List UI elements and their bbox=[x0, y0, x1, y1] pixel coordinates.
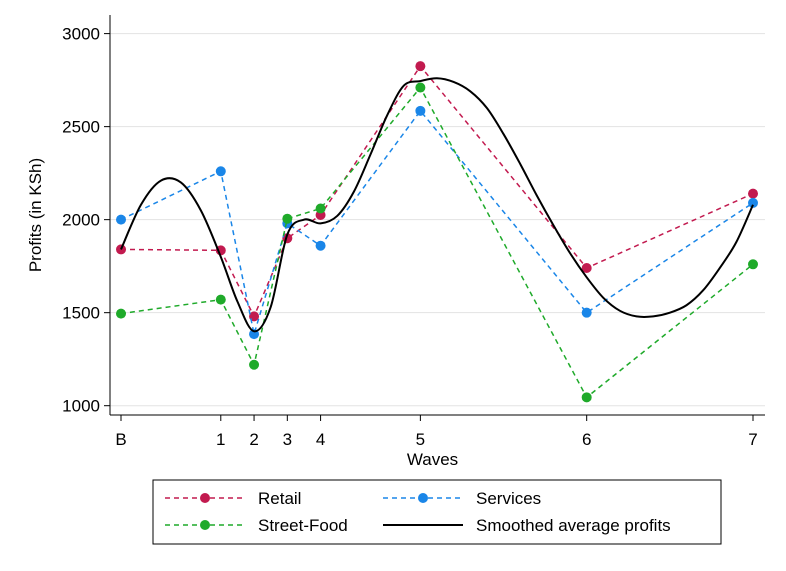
data-point-7 bbox=[748, 259, 758, 270]
data-point-0 bbox=[116, 308, 126, 319]
x-axis-title: Waves bbox=[407, 450, 458, 469]
data-point-4 bbox=[315, 240, 326, 251]
x-tick-label-5: 5 bbox=[416, 430, 425, 449]
data-point-6 bbox=[581, 263, 592, 274]
legend-item-services: Services bbox=[383, 489, 541, 508]
legend-label: Street-Food bbox=[258, 516, 348, 535]
axis-labels: 1000 1500 2000 2500 3000 B 1 2 3 4 5 6 7 Waves Profits… bbox=[26, 25, 758, 469]
data-point-7 bbox=[748, 188, 758, 199]
legend-item-street-food: Street-Food bbox=[165, 516, 348, 535]
series-services bbox=[116, 105, 758, 340]
x-tick-label-1: 1 bbox=[216, 430, 225, 449]
legend-box bbox=[152, 479, 722, 545]
data-point-1 bbox=[215, 294, 226, 305]
legend-label: Services bbox=[476, 489, 541, 508]
data-point-3 bbox=[282, 213, 293, 224]
legend-label: Retail bbox=[258, 489, 301, 508]
data-point-6 bbox=[581, 307, 592, 318]
series-line bbox=[120, 109, 754, 335]
data-point-0 bbox=[116, 214, 126, 225]
data-point-6 bbox=[581, 392, 592, 403]
x-tick-label-6: 6 bbox=[582, 430, 591, 449]
y-tick-label-2500: 2500 bbox=[62, 118, 100, 137]
y-tick-label-2000: 2000 bbox=[62, 211, 100, 230]
legend: Retail Services Street-Food Smoothed averag… bbox=[152, 479, 722, 545]
data-point-5 bbox=[415, 82, 426, 93]
smoothed-average-line bbox=[120, 77, 754, 333]
legend-label: Smoothed average profits bbox=[476, 516, 671, 535]
data-point-5 bbox=[415, 61, 426, 72]
x-tick-label-7: 7 bbox=[748, 430, 757, 449]
legend-swatch-marker bbox=[200, 520, 210, 530]
x-tick-label-4: 4 bbox=[316, 430, 325, 449]
x-tick-label-2: 2 bbox=[249, 430, 258, 449]
grid-lines bbox=[110, 33, 765, 407]
legend-item-smoothed-average-profits: Smoothed average profits bbox=[383, 516, 671, 535]
series-street-food bbox=[116, 82, 758, 403]
data-point-5 bbox=[415, 105, 426, 116]
data-point-7 bbox=[748, 197, 758, 208]
legend-item-retail: Retail bbox=[165, 489, 301, 508]
y-axis-title: Profits (in KSh) bbox=[26, 158, 45, 272]
series-layer bbox=[116, 61, 758, 403]
x-tick-label-3: 3 bbox=[283, 430, 292, 449]
data-point-4 bbox=[315, 203, 326, 214]
y-tick-label-1000: 1000 bbox=[62, 397, 100, 416]
y-tick-label-1500: 1500 bbox=[62, 304, 100, 323]
axes bbox=[104, 15, 765, 421]
data-point-2 bbox=[249, 359, 260, 370]
data-point-1 bbox=[215, 166, 226, 177]
y-tick-label-3000: 3000 bbox=[62, 25, 100, 44]
legend-swatch-marker bbox=[418, 493, 428, 503]
x-tick-label-0: B bbox=[115, 430, 126, 449]
legend-swatch-marker bbox=[200, 493, 210, 503]
series-line bbox=[120, 86, 754, 399]
series-smoothed-average-profits bbox=[120, 77, 754, 333]
